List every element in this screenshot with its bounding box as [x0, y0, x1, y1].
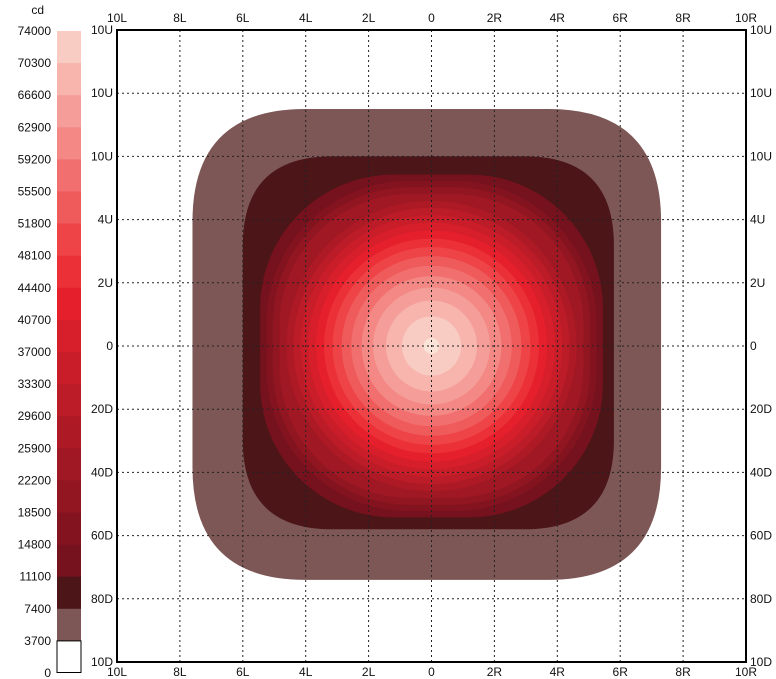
- y-tick-label-left: 10U: [91, 86, 113, 100]
- legend-swatch: [57, 223, 81, 257]
- legend-swatch: [57, 159, 81, 192]
- color-scale-legend: cd74000703006660062900592005550051800481…: [18, 3, 82, 679]
- legend-level-label: 11100: [19, 570, 51, 584]
- legend-level-label: 66600: [18, 88, 52, 102]
- legend-level-label: 7400: [24, 602, 51, 616]
- legend-swatch: [57, 544, 81, 578]
- legend-swatch: [57, 127, 81, 160]
- legend-swatch: [57, 287, 81, 321]
- legend-swatch: [57, 95, 81, 128]
- x-tick-label-bottom: 10L: [107, 665, 127, 679]
- legend-level-label: 22200: [18, 473, 52, 487]
- legend-swatch: [57, 255, 81, 289]
- x-tick-label-bottom: 8L: [173, 665, 187, 679]
- x-tick-label-top: 8L: [173, 11, 187, 25]
- legend-swatch: [57, 31, 81, 64]
- y-tick-label-left: 20D: [91, 402, 113, 416]
- y-tick-label-right: 60D: [750, 529, 772, 543]
- legend-swatch: [57, 608, 81, 642]
- y-tick-label-left: 4U: [98, 213, 113, 227]
- legend-level-label: 44400: [18, 281, 52, 295]
- y-tick-label-right: 10U: [750, 149, 772, 163]
- legend-level-label: 33300: [18, 377, 52, 391]
- legend-level-label: 29600: [18, 409, 52, 423]
- legend-swatch: [57, 63, 81, 96]
- legend-level-label: 0: [44, 666, 51, 679]
- x-tick-label-bottom: 6L: [236, 665, 250, 679]
- legend-level-label: 62900: [18, 120, 52, 134]
- legend-swatch: [57, 480, 81, 513]
- legend-level-label: 37000: [18, 345, 52, 359]
- legend-level-label: 25900: [18, 441, 52, 455]
- x-tick-label-top: 0: [428, 11, 435, 25]
- y-tick-label-left: 2U: [98, 276, 113, 290]
- legend-level-label: 51800: [18, 217, 52, 231]
- legend-level-label: 59200: [18, 152, 52, 166]
- x-tick-label-top: 8R: [675, 11, 691, 25]
- legend-level-label: 14800: [18, 538, 52, 552]
- legend-swatch: [57, 448, 81, 481]
- legend-swatch: [57, 416, 81, 449]
- y-tick-label-left: 60D: [91, 529, 113, 543]
- legend-level-label: 70300: [18, 56, 52, 70]
- legend-swatch: [57, 319, 81, 353]
- x-tick-label-top: 6R: [613, 11, 629, 25]
- legend-swatch: [56, 640, 82, 674]
- tick-labels: 10L 10L 8L 8L 6L 6L 4L 4L 2L 2L 0 0 2R 2R 4R 4R 6R 6R 8R 8R…: [91, 11, 772, 679]
- y-tick-label-right: 2U: [750, 276, 765, 290]
- y-tick-label-right: 80D: [750, 592, 772, 606]
- y-tick-label-left: 0: [106, 339, 113, 353]
- y-tick-label-right: 0: [750, 339, 757, 353]
- x-tick-label-top: 10L: [107, 11, 127, 25]
- legend-level-label: 3700: [24, 634, 51, 648]
- y-tick-label-left: 80D: [91, 592, 113, 606]
- x-tick-label-bottom: 6R: [613, 665, 629, 679]
- legend-level-label: 74000: [18, 24, 52, 38]
- legend-swatch: [57, 352, 81, 385]
- legend-level-label: 48100: [18, 249, 52, 263]
- y-tick-label-left: 10U: [91, 149, 113, 163]
- legend-level-label: 40700: [18, 313, 52, 327]
- legend-swatch: [57, 191, 81, 225]
- x-tick-label-top: 4L: [299, 11, 313, 25]
- x-tick-label-bottom: 2R: [487, 665, 503, 679]
- y-tick-label-right: 4U: [750, 213, 765, 227]
- legend-swatch: [57, 576, 81, 610]
- y-tick-label-left: 10D: [91, 655, 113, 669]
- x-tick-label-top: 6L: [236, 11, 250, 25]
- legend-swatch: [57, 512, 81, 546]
- y-tick-label-left: 40D: [91, 465, 113, 479]
- x-tick-label-bottom: 10R: [735, 665, 757, 679]
- x-tick-label-top: 4R: [550, 11, 566, 25]
- y-tick-label-right: 20D: [750, 402, 772, 416]
- x-tick-label-top: 2L: [362, 11, 376, 25]
- legend-level-label: 55500: [18, 185, 52, 199]
- y-tick-label-left: 10U: [91, 23, 113, 37]
- y-tick-label-right: 10U: [750, 86, 772, 100]
- x-tick-label-bottom: 8R: [675, 665, 691, 679]
- x-tick-label-bottom: 4R: [550, 665, 566, 679]
- legend-swatch: [57, 384, 81, 417]
- y-tick-label-right: 40D: [750, 465, 772, 479]
- x-tick-label-bottom: 4L: [299, 665, 313, 679]
- x-tick-label-top: 10R: [735, 11, 757, 25]
- legend-unit-label: cd: [31, 3, 44, 17]
- y-tick-label-right: 10U: [750, 23, 772, 37]
- contour-layer: [192, 109, 662, 580]
- legend-level-label: 18500: [18, 506, 52, 520]
- x-tick-label-top: 2R: [487, 11, 503, 25]
- x-tick-label-bottom: 0: [428, 665, 435, 679]
- x-tick-label-bottom: 2L: [362, 665, 376, 679]
- y-tick-label-right: 10D: [750, 655, 772, 669]
- plot-frame: [116, 29, 747, 663]
